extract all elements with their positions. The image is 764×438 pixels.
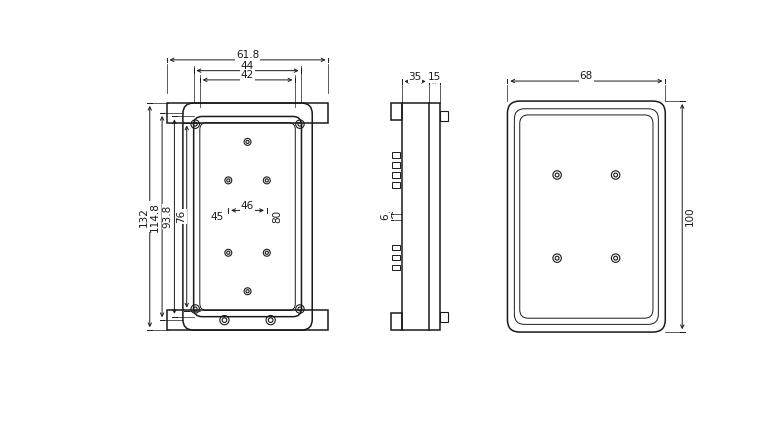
Bar [393, 254, 400, 260]
Text: 100: 100 [685, 207, 695, 226]
Bar [167, 310, 329, 330]
Text: 80: 80 [273, 210, 283, 223]
Bar [440, 312, 448, 322]
Text: 35: 35 [409, 72, 422, 82]
Text: 114.8: 114.8 [150, 201, 160, 232]
Text: 68: 68 [580, 71, 593, 81]
Bar [393, 152, 400, 158]
Bar [167, 103, 329, 123]
Bar [393, 265, 400, 270]
Bar [402, 103, 440, 330]
Text: 61.8: 61.8 [236, 50, 259, 60]
Bar [390, 103, 402, 120]
Bar [393, 182, 400, 188]
Text: 15: 15 [428, 72, 441, 82]
Bar [440, 111, 448, 121]
Text: 45: 45 [211, 212, 224, 222]
Text: 6: 6 [380, 214, 390, 220]
Text: 44: 44 [241, 61, 254, 71]
Text: 132: 132 [138, 207, 149, 226]
Bar [393, 162, 400, 168]
Text: 46: 46 [241, 201, 254, 211]
Text: 93.8: 93.8 [163, 205, 173, 228]
Bar [393, 172, 400, 178]
Text: 76: 76 [176, 210, 186, 223]
Bar [393, 245, 400, 250]
Text: 42: 42 [241, 70, 254, 80]
Bar [390, 313, 402, 330]
